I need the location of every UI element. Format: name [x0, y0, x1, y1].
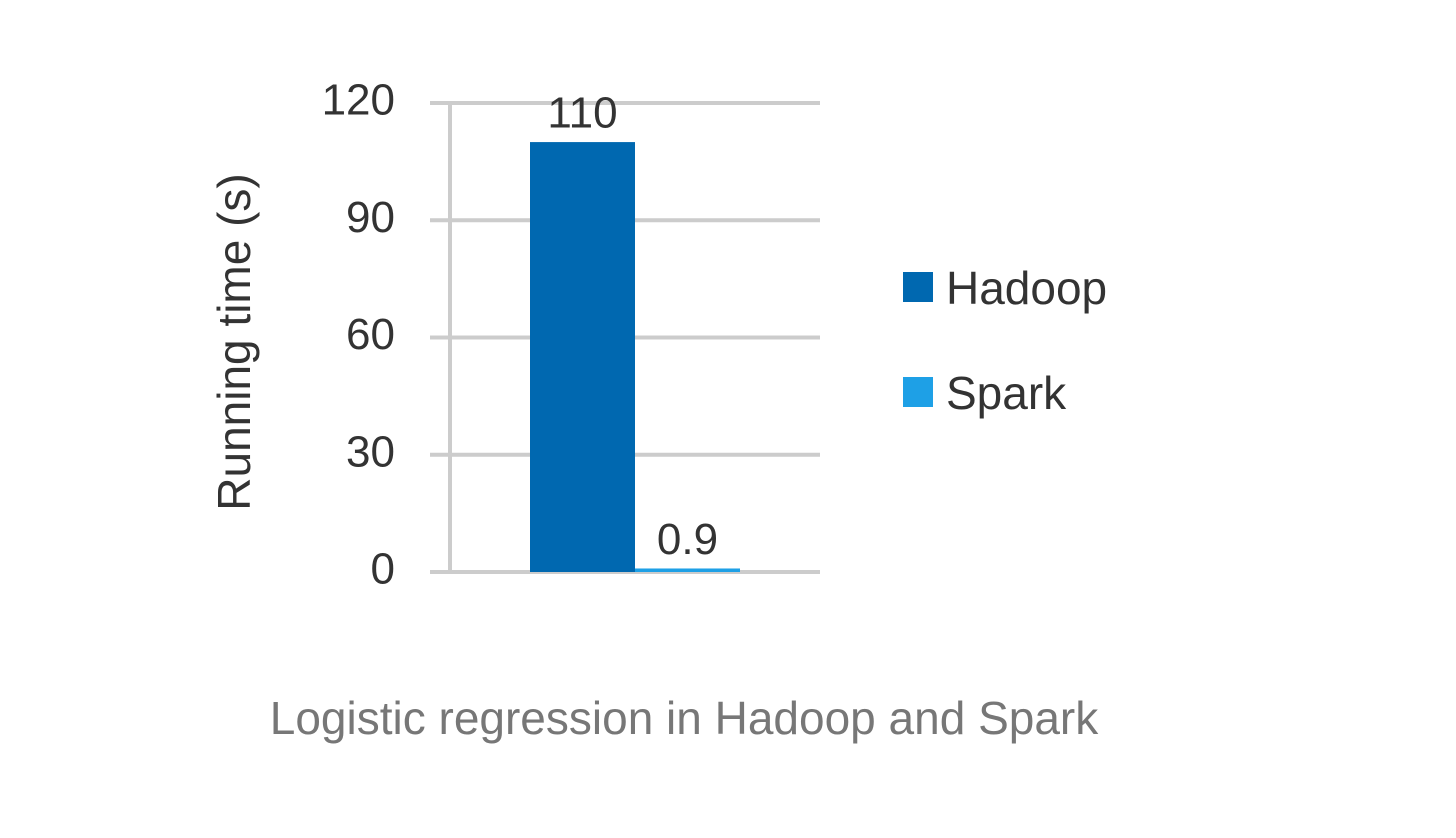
- legend-swatch: [903, 377, 933, 407]
- data-label: 110: [547, 89, 617, 138]
- y-axis-label: Running time (s): [208, 173, 260, 510]
- y-tick-label: 90: [346, 193, 395, 242]
- bar: [530, 142, 635, 573]
- bar: [635, 568, 740, 572]
- y-tick-label: 0: [371, 545, 395, 594]
- legend-swatch: [903, 272, 933, 302]
- legend-label: Hadoop: [946, 262, 1107, 314]
- legend-label: Spark: [946, 367, 1067, 419]
- y-tick-label: 30: [346, 427, 395, 476]
- y-tick-label: 120: [322, 76, 395, 125]
- y-tick-label: 60: [346, 310, 395, 359]
- data-label: 0.9: [657, 515, 718, 564]
- chart-caption: Logistic regression in Hadoop and Spark: [270, 692, 1099, 744]
